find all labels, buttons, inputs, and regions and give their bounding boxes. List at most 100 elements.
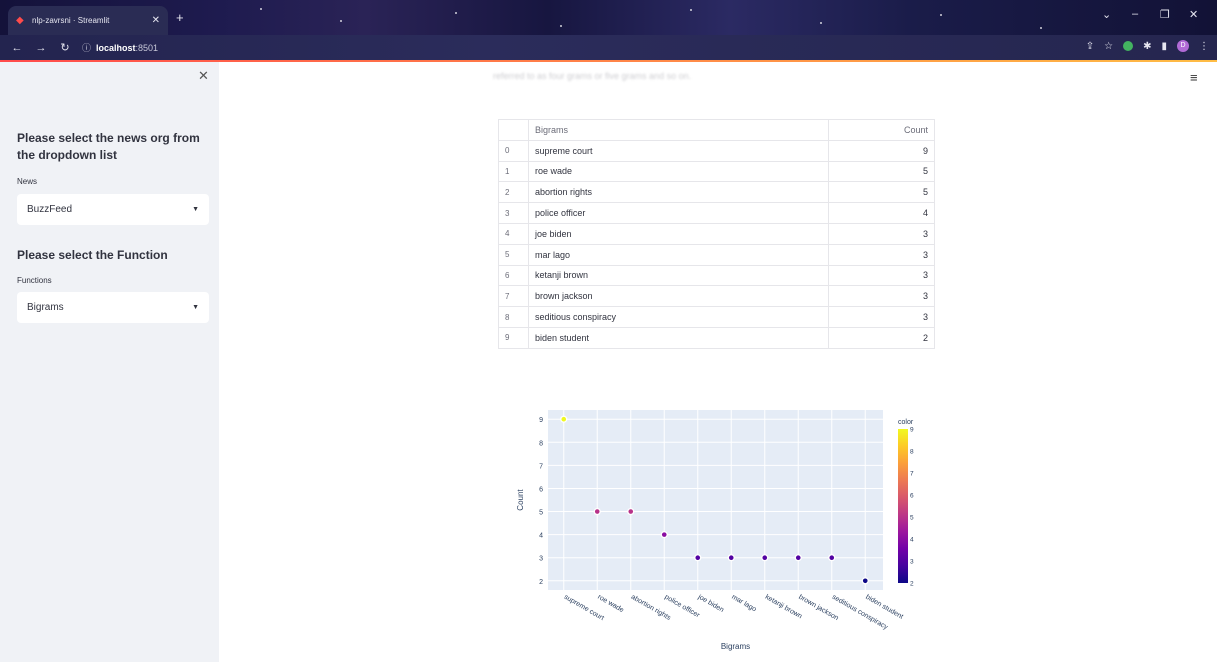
x-tick-label: ketanji brown — [764, 594, 803, 621]
y-tick-label: 5 — [539, 510, 543, 517]
count-cell: 3 — [828, 264, 935, 287]
address-bar[interactable]: ⓘ localhost:8501 — [82, 41, 158, 54]
x-tick-label: mar lago — [730, 594, 757, 614]
row-index: 6 — [498, 264, 529, 287]
y-tick-label: 3 — [539, 556, 543, 563]
minimize-icon[interactable]: – — [1132, 8, 1139, 20]
browser-tab-active[interactable]: ◆ nlp-zavrsni · Streamlit ✕ — [8, 6, 168, 35]
bigrams-dataframe: Bigrams Count 0 supreme court 9 1 roe wade 5… — [498, 119, 935, 349]
url-port: :8501 — [135, 42, 159, 53]
reload-icon[interactable]: ↻ — [60, 42, 70, 54]
colorbar-tick-label: 5 — [910, 515, 914, 522]
news-select[interactable]: BuzzFeed ▼ — [17, 194, 209, 225]
url-host: localhost — [96, 42, 136, 53]
browser-menu-icon[interactable]: ⋮ — [1199, 40, 1209, 52]
table-row: 1 roe wade 5 — [498, 160, 935, 183]
table-row: 8 seditious conspiracy 3 — [498, 306, 935, 328]
tab-title: nlp-zavrsni · Streamlit — [32, 16, 110, 25]
tab-close-icon[interactable]: ✕ — [151, 15, 160, 26]
site-info-icon[interactable]: ⓘ — [82, 43, 92, 53]
decor-star — [1040, 27, 1042, 29]
colorbar-title: color — [898, 419, 914, 426]
decor-star — [560, 25, 562, 27]
colorbar-tick-label: 2 — [910, 581, 914, 588]
side-panel-icon[interactable]: ▮ — [1161, 40, 1167, 52]
count-cell: 5 — [828, 181, 935, 204]
row-index: 1 — [498, 160, 529, 183]
data-point — [795, 555, 801, 560]
y-tick-label: 7 — [539, 463, 543, 470]
x-tick-label: seditious conspiracy — [831, 594, 890, 632]
table-header-row: Bigrams Count — [498, 119, 935, 141]
decor-star — [340, 20, 342, 22]
colorbar-tick-label: 8 — [910, 449, 914, 456]
colorbar-gradient — [898, 429, 908, 583]
count-cell: 4 — [828, 202, 935, 224]
decor-star — [455, 12, 457, 14]
count-cell: 9 — [828, 139, 935, 162]
bigram-cell: brown jackson — [528, 285, 829, 308]
count-cell: 3 — [828, 222, 935, 245]
extensions-puzzle-icon[interactable]: ✱ — [1143, 40, 1152, 52]
functions-select[interactable]: Bigrams ▼ — [17, 292, 209, 323]
x-tick-label: roe wade — [596, 594, 625, 615]
bigram-cell: biden student — [528, 326, 829, 349]
data-point — [695, 555, 701, 560]
row-index: 0 — [498, 139, 529, 162]
bigram-cell: police officer — [528, 202, 829, 224]
bigram-cell: abortion rights — [528, 181, 829, 204]
y-tick-label: 6 — [539, 486, 543, 493]
data-point — [661, 532, 667, 537]
tab-search-icon[interactable]: ⌄ — [1102, 9, 1112, 21]
sidebar-close-icon[interactable]: ✕ — [198, 68, 209, 83]
intro-text: referred to as four grams or five grams … — [493, 71, 692, 81]
back-arrow-icon[interactable]: ← — [11, 41, 23, 54]
y-tick-label: 8 — [539, 440, 543, 447]
profile-avatar[interactable]: D — [1177, 40, 1189, 52]
main-menu-icon[interactable]: ≡ — [1190, 70, 1198, 85]
y-axis-title: Count — [516, 489, 525, 511]
count-header[interactable]: Count — [828, 119, 935, 141]
sidebar: ✕ Please select the news org from the dr… — [0, 62, 219, 662]
row-index: 9 — [498, 326, 529, 349]
colorbar-tick-label: 3 — [910, 559, 914, 566]
y-tick-label: 4 — [539, 533, 543, 540]
table-row: 6 ketanji brown 3 — [498, 264, 935, 287]
data-point — [862, 578, 868, 584]
window-close-icon[interactable]: ✕ — [1189, 9, 1199, 21]
news-select-value: BuzzFeed — [27, 204, 73, 215]
plot-background — [548, 410, 883, 590]
news-org-heading: Please select the news org from the drop… — [17, 131, 200, 162]
bigram-cell: roe wade — [528, 160, 829, 183]
table-row: 0 supreme court 9 — [498, 139, 935, 162]
data-point — [628, 509, 634, 514]
index-header — [498, 119, 529, 141]
extension-green-icon[interactable] — [1123, 41, 1134, 51]
colorbar-tick-label: 6 — [910, 493, 914, 500]
bigrams-header[interactable]: Bigrams — [528, 119, 829, 141]
colorbar-tick-label: 7 — [910, 471, 914, 478]
table-row: 5 mar lago 3 — [498, 243, 935, 266]
forward-arrow-icon[interactable]: → — [35, 41, 47, 54]
bigram-cell: supreme court — [528, 139, 829, 162]
function-heading: Please select the Function — [17, 248, 168, 262]
decor-star — [690, 9, 692, 11]
restore-icon[interactable]: ❐ — [1160, 9, 1170, 21]
table-row: 9 biden student 2 — [498, 326, 935, 349]
decor-star — [940, 14, 942, 16]
bigram-cell: joe biden — [528, 222, 829, 245]
data-point — [762, 555, 768, 560]
share-icon[interactable]: ⇪ — [1085, 40, 1095, 52]
row-index: 4 — [498, 222, 529, 245]
chevron-down-icon: ▼ — [192, 206, 199, 213]
bookmark-star-icon[interactable]: ☆ — [1104, 40, 1114, 52]
x-axis-title: Bigrams — [721, 642, 750, 651]
new-tab-icon[interactable]: + — [176, 10, 184, 25]
browser-tab-strip: ◆ nlp-zavrsni · Streamlit ✕ + ⌄ – ❐ ✕ — [0, 0, 1217, 35]
functions-label: Functions — [17, 276, 52, 285]
data-point — [829, 555, 835, 560]
row-index: 7 — [498, 285, 529, 308]
count-cell: 2 — [828, 326, 935, 349]
decor-star — [260, 8, 262, 10]
